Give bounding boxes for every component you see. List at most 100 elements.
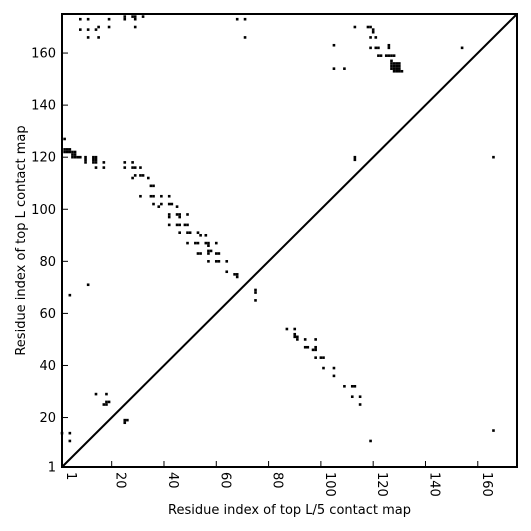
contact-point bbox=[243, 17, 247, 21]
contact-point bbox=[350, 395, 354, 399]
contact-point bbox=[131, 161, 134, 164]
contact-point bbox=[68, 439, 72, 443]
contact-point bbox=[139, 166, 142, 169]
contact-point bbox=[214, 260, 218, 263]
contact-point bbox=[167, 215, 171, 219]
contact-point bbox=[350, 384, 354, 388]
contact-point bbox=[398, 64, 401, 68]
contact-point bbox=[214, 241, 218, 245]
contact-point bbox=[296, 335, 299, 339]
contact-point bbox=[102, 166, 106, 169]
contact-point bbox=[86, 28, 90, 31]
contact-point bbox=[92, 158, 95, 162]
contact-point bbox=[78, 155, 82, 159]
contact-point bbox=[86, 283, 90, 287]
contact-point bbox=[395, 62, 399, 65]
x-tick-label: 20 bbox=[113, 472, 128, 489]
contact-point bbox=[186, 241, 189, 245]
contact-point bbox=[63, 148, 66, 151]
contact-point bbox=[254, 288, 257, 292]
x-tick-label: 1 bbox=[63, 472, 78, 480]
contact-point bbox=[369, 439, 372, 443]
contact-point bbox=[63, 150, 66, 154]
contact-point bbox=[167, 223, 171, 227]
contact-point bbox=[332, 43, 336, 47]
contact-point bbox=[65, 148, 69, 151]
contact-point bbox=[285, 327, 289, 331]
contact-point bbox=[366, 25, 370, 29]
contact-point bbox=[377, 46, 380, 50]
contact-point bbox=[390, 59, 393, 63]
contact-point bbox=[123, 17, 127, 21]
contact-point bbox=[204, 241, 208, 245]
contact-point bbox=[353, 25, 357, 29]
contact-point bbox=[123, 421, 127, 425]
y-tick-label: 80 bbox=[39, 255, 56, 270]
y-tick-label: 120 bbox=[31, 151, 56, 166]
contact-point bbox=[243, 36, 247, 39]
contact-point bbox=[126, 418, 129, 422]
contact-point bbox=[196, 241, 200, 245]
contact-point bbox=[214, 252, 218, 255]
contact-point bbox=[131, 176, 134, 180]
contact-point bbox=[204, 233, 208, 237]
contact-point bbox=[183, 223, 187, 227]
x-tick-label: 60 bbox=[217, 472, 232, 489]
contact-point bbox=[196, 231, 200, 234]
y-tick-label: 160 bbox=[31, 47, 56, 62]
contact-point bbox=[199, 252, 202, 255]
contact-point bbox=[217, 260, 221, 263]
contact-point bbox=[319, 356, 323, 359]
y-axis-label: Residue index of top L contact map bbox=[14, 125, 29, 355]
contact-point bbox=[152, 202, 155, 206]
contact-point bbox=[374, 46, 378, 50]
contact-point bbox=[392, 67, 396, 70]
contact-point bbox=[353, 155, 357, 159]
contact-point bbox=[139, 174, 142, 177]
contact-point bbox=[71, 153, 74, 156]
contact-point bbox=[196, 252, 200, 255]
contact-point bbox=[141, 174, 145, 177]
contact-point bbox=[303, 345, 307, 349]
x-tick-label: 140 bbox=[426, 472, 441, 497]
contact-point bbox=[254, 291, 257, 294]
contact-point bbox=[353, 384, 357, 388]
contact-point bbox=[390, 54, 393, 57]
contact-point bbox=[178, 215, 181, 219]
contact-point bbox=[105, 392, 108, 396]
contact-point bbox=[160, 194, 163, 198]
contact-point bbox=[175, 223, 179, 227]
contact-point bbox=[398, 69, 401, 73]
contact-point bbox=[68, 148, 72, 151]
contact-point bbox=[390, 67, 393, 70]
contact-point bbox=[131, 166, 134, 169]
contact-point bbox=[395, 64, 399, 68]
x-tick-label: 80 bbox=[270, 472, 285, 489]
contact-point bbox=[233, 273, 236, 276]
contact-point bbox=[379, 54, 383, 57]
contact-point bbox=[207, 260, 210, 263]
y-tick-label: 40 bbox=[39, 359, 56, 374]
contact-point bbox=[387, 43, 391, 47]
contact-point bbox=[149, 184, 153, 188]
contact-point bbox=[123, 15, 127, 18]
contact-point bbox=[296, 338, 299, 341]
contact-point bbox=[107, 400, 111, 404]
x-tick-label: 160 bbox=[479, 472, 494, 497]
contact-point bbox=[395, 69, 399, 73]
contact-point bbox=[94, 28, 98, 31]
x-axis-label: Residue index of top L/5 contact map bbox=[168, 503, 411, 518]
contact-point bbox=[86, 36, 90, 39]
y-tick-label: 60 bbox=[39, 307, 56, 322]
contact-point bbox=[123, 161, 127, 164]
contact-point bbox=[306, 345, 310, 349]
contact-point bbox=[392, 62, 396, 65]
contact-point bbox=[186, 223, 189, 227]
contact-point bbox=[133, 166, 137, 169]
contact-point bbox=[78, 28, 82, 31]
contact-point bbox=[353, 158, 357, 162]
contact-point bbox=[94, 166, 98, 169]
contact-point bbox=[133, 17, 137, 21]
contact-point bbox=[369, 36, 372, 39]
